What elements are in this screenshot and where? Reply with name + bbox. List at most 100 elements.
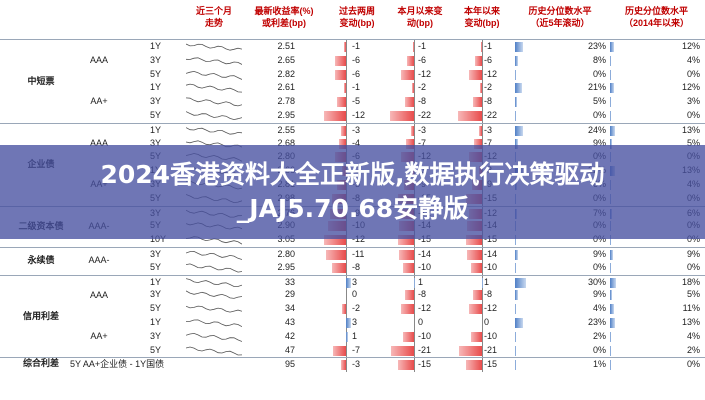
month-to-date-change-value: -7 bbox=[418, 137, 427, 148]
latest-value: 2.68 bbox=[277, 137, 295, 148]
year-to-date-change-value: -12 bbox=[484, 303, 498, 314]
tenor-label: 5Y bbox=[150, 303, 162, 314]
table-row: 1Y 2.61 -1 -2 -2 21% 12% bbox=[0, 81, 705, 96]
percentile-5y-value: 0% bbox=[592, 261, 606, 272]
sparkline bbox=[186, 84, 242, 93]
percentile-5y-value: 4% bbox=[592, 303, 606, 314]
percentile-2014-value: 13% bbox=[681, 317, 700, 327]
latest-value: 42 bbox=[284, 330, 295, 341]
two-week-change-bar bbox=[335, 55, 346, 66]
sparkline bbox=[186, 111, 242, 121]
latest-value: 2.95 bbox=[277, 261, 295, 272]
year-to-date-change-value: -3 bbox=[484, 124, 493, 135]
percentile-5y-value: 0% bbox=[592, 110, 606, 120]
latest-value: 2.65 bbox=[277, 54, 295, 65]
month-to-date-change-bar bbox=[411, 83, 414, 94]
month-to-date-change-axis bbox=[414, 53, 415, 68]
percentile-5y-value: 9% bbox=[592, 137, 606, 148]
latest-value: 47 bbox=[284, 344, 295, 355]
sparkline bbox=[186, 57, 242, 65]
table-row: 3Y 2.80 -11 -14 -14 9% 9% bbox=[0, 247, 705, 262]
two-week-change-value: 3 bbox=[352, 276, 358, 287]
month-to-date-change-value: -12 bbox=[418, 303, 432, 314]
month-to-date-change-axis bbox=[414, 316, 415, 330]
rating-label: AAA bbox=[89, 137, 108, 148]
month-to-date-change-value: -10 bbox=[418, 261, 432, 272]
latest-value: 2.55 bbox=[277, 124, 295, 135]
year-to-date-change-bar bbox=[458, 111, 482, 121]
year-to-date-change-value: -8 bbox=[484, 96, 493, 107]
sparkline bbox=[186, 43, 242, 51]
year-to-date-change-bar bbox=[466, 250, 482, 260]
header-two-week-change: 过去两周 变动(bp) bbox=[338, 6, 375, 28]
percentile-5y-value: 21% bbox=[587, 82, 606, 93]
year-to-date-change-bar bbox=[468, 69, 482, 80]
percentile-2014-value: 18% bbox=[681, 276, 700, 287]
tenor-label: 1Y bbox=[150, 276, 162, 287]
month-to-date-change-bar bbox=[412, 42, 414, 52]
month-to-date-change-axis bbox=[414, 81, 415, 96]
year-to-date-change-value: -21 bbox=[484, 344, 498, 355]
year-to-date-change-value: -7 bbox=[484, 137, 493, 148]
month-to-date-change-value: -15 bbox=[418, 359, 432, 370]
percentile-2014-value: 2% bbox=[686, 344, 700, 355]
two-week-change-bar bbox=[331, 262, 346, 273]
two-week-change-axis bbox=[346, 260, 347, 275]
two-week-change-value: -12 bbox=[352, 234, 366, 245]
rating-label: AA+ bbox=[90, 96, 108, 107]
year-to-date-change-bar bbox=[479, 83, 482, 94]
two-week-change-value: -2 bbox=[352, 303, 361, 314]
two-week-change-bar bbox=[342, 304, 346, 315]
year-to-date-change-axis bbox=[482, 95, 483, 109]
two-week-change-axis bbox=[346, 136, 347, 151]
percentile-2014-bar bbox=[610, 360, 611, 371]
two-week-change-bar bbox=[340, 360, 346, 371]
header-percentile-2014: 历史分位数水平 （2014年以来） bbox=[623, 6, 690, 28]
percentile-2014-value: 0% bbox=[686, 68, 700, 79]
percentile-2014-bar bbox=[610, 235, 611, 246]
percentile-5y-value: 0% bbox=[592, 68, 606, 79]
two-week-change-axis bbox=[346, 248, 347, 262]
month-to-date-change-value: -14 bbox=[418, 249, 432, 259]
percentile-2014-bar bbox=[610, 55, 612, 66]
percentile-2014-value: 4% bbox=[686, 330, 700, 341]
table-row: 5Y 2.95 -8 -10 -10 0% 0% bbox=[0, 260, 705, 275]
latest-value: 95 bbox=[284, 359, 295, 370]
percentile-5y-value: 23% bbox=[587, 317, 606, 327]
two-week-change-axis bbox=[346, 302, 347, 316]
month-to-date-change-bar bbox=[400, 69, 414, 80]
month-to-date-change-bar bbox=[405, 97, 414, 108]
percentile-2014-value: 13% bbox=[681, 124, 700, 135]
year-to-date-change-value: -6 bbox=[484, 54, 493, 65]
percentile-2014-bar bbox=[610, 97, 612, 108]
year-to-date-change-bar bbox=[465, 360, 482, 371]
year-to-date-change-value: -10 bbox=[484, 261, 498, 272]
month-to-date-change-value: -2 bbox=[418, 82, 427, 93]
two-week-change-value: 0 bbox=[352, 289, 358, 300]
table-row: 1Y 43 3 0 0 23% 13% bbox=[0, 316, 705, 330]
year-to-date-change-axis bbox=[482, 233, 483, 247]
percentile-2014-value: 5% bbox=[686, 289, 700, 300]
percentile-2014-bar bbox=[610, 138, 612, 149]
two-week-change-axis bbox=[346, 81, 347, 96]
month-to-date-change-axis bbox=[414, 358, 415, 373]
group-label: 永续债 bbox=[27, 255, 55, 265]
two-week-change-axis bbox=[346, 109, 347, 123]
percentile-5y-bar bbox=[515, 262, 516, 273]
two-week-change-value: -3 bbox=[352, 359, 361, 370]
percentile-2014-bar bbox=[610, 345, 611, 356]
latest-value: 33 bbox=[284, 276, 295, 287]
table-row: 3Y 2.78 -5 -8 -8 5% 3% bbox=[0, 95, 705, 109]
header-percentile-5y: 历史分位数水平 （近5年滚动） bbox=[528, 6, 592, 28]
year-to-date-change-axis bbox=[482, 123, 483, 138]
tenor-label: 3Y bbox=[150, 289, 162, 300]
percentile-2014-bar bbox=[610, 250, 614, 260]
percentile-5y-value: 0% bbox=[592, 234, 606, 245]
month-to-date-change-value: 0 bbox=[418, 317, 424, 327]
percentile-5y-bar bbox=[515, 345, 516, 356]
percentile-2014-value: 0% bbox=[686, 234, 700, 245]
two-week-change-axis bbox=[346, 123, 347, 138]
year-to-date-change-axis bbox=[482, 260, 483, 275]
latest-value: 43 bbox=[284, 317, 295, 327]
year-to-date-change-bar bbox=[471, 331, 482, 342]
